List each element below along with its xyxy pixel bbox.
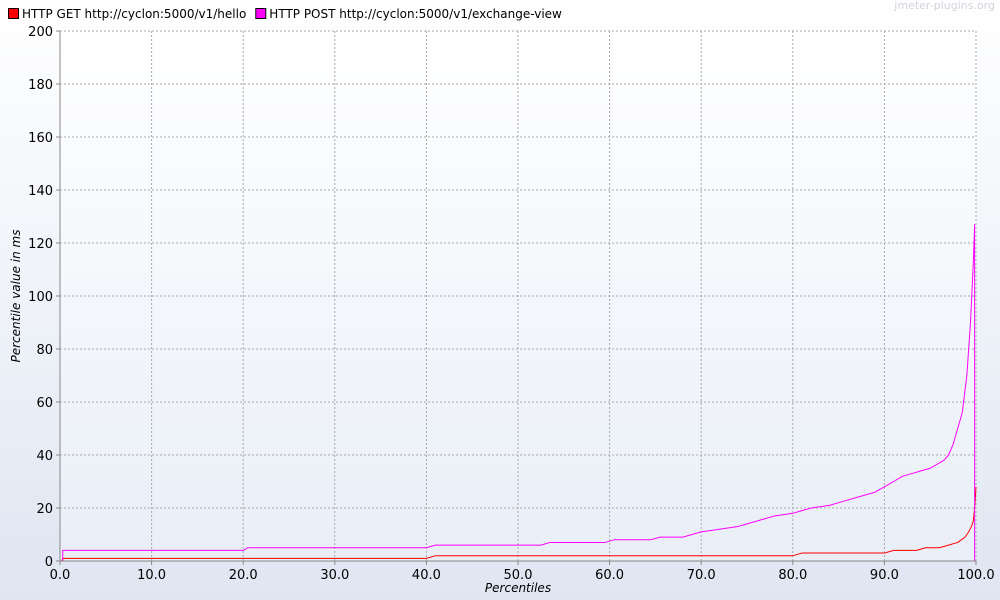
- y-tick-label: 40: [36, 449, 53, 464]
- y-tick-label: 160: [28, 131, 53, 146]
- grid-lines: [60, 30, 977, 561]
- y-tick-label: 60: [36, 396, 53, 411]
- legend-swatch-2: [255, 8, 267, 19]
- watermark-text: jmeter-plugins.org: [893, 0, 995, 12]
- y-tick-label: 0: [45, 555, 53, 570]
- series-line-2: [60, 223, 976, 562]
- x-tick-label: 70.0: [687, 568, 716, 583]
- series-line-1: [60, 486, 977, 562]
- legend-label-1: HTTP GET http://cyclon:5000/v1/hello: [22, 7, 246, 21]
- x-axis-title: Percentiles: [485, 581, 551, 595]
- axes: 0 20 40 60 80 100 120 140 160 180 200 0.0 10.0 20.0 30…: [9, 25, 995, 595]
- y-tick-label: 20: [36, 502, 53, 517]
- x-tick-label: 10.0: [137, 568, 166, 583]
- x-tick-label: 100.0: [957, 568, 994, 583]
- x-tick-label: 90.0: [870, 568, 899, 583]
- legend-swatch-1: [8, 8, 19, 19]
- x-tick-label: 80.0: [778, 568, 807, 583]
- x-tick-label: 0.0: [50, 568, 71, 583]
- y-tick-label: 140: [28, 184, 53, 199]
- y-tick-label: 100: [28, 290, 53, 305]
- x-tick-label: 30.0: [320, 568, 349, 583]
- series-lines: [60, 223, 977, 562]
- x-tick-label: 50.0: [504, 568, 533, 583]
- x-tick-label: 20.0: [229, 568, 258, 583]
- x-tick-label: 40.0: [412, 568, 441, 583]
- y-tick-label: 120: [28, 237, 53, 252]
- legend: HTTP GET http://cyclon:5000/v1/hello HTTP…: [8, 7, 562, 21]
- y-axis-title: Percentile value in ms: [9, 230, 23, 363]
- x-tick-label: 60.0: [595, 568, 624, 583]
- y-tick-label: 180: [28, 78, 53, 93]
- legend-label-2: HTTP POST http://cyclon:5000/v1/exchange…: [269, 7, 562, 21]
- y-tick-label: 80: [36, 343, 53, 358]
- y-tick-label: 200: [28, 25, 53, 40]
